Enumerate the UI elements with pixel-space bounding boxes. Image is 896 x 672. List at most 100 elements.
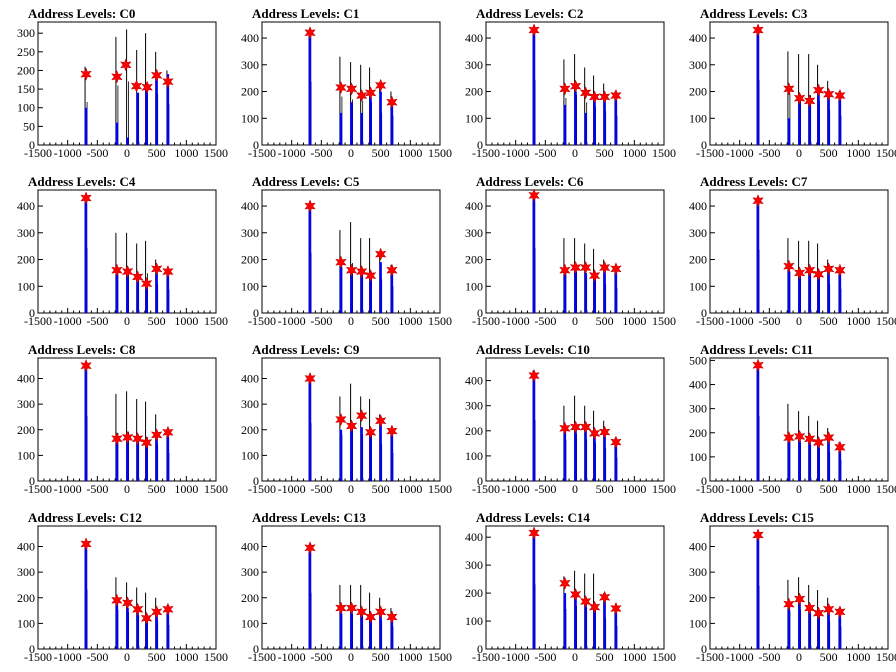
peak-marker (610, 262, 622, 276)
histogram-bar (115, 602, 119, 649)
x-tick-label: 500 (596, 650, 614, 664)
x-tick-label: -1500 (248, 482, 276, 496)
peak-marker (569, 420, 582, 434)
chart-svg: Address Levels: C8 0 100 200 300 400 -1500 -100… (17, 342, 228, 496)
x-tick-label: -500 (310, 314, 332, 328)
x-tick-label: -1500 (24, 650, 52, 664)
peak-marker (364, 610, 377, 624)
histogram-bar (166, 609, 170, 649)
x-tick-label: -500 (758, 314, 780, 328)
y-tick-label: 400 (465, 530, 483, 544)
chart-panel: Address Levels: C14 0 100 200 300 400 -1500 -10… (448, 504, 676, 672)
y-tick-label: 200 (241, 423, 259, 437)
histogram-bar (532, 375, 536, 481)
x-tick-label: 1000 (398, 314, 422, 328)
peak-marker (834, 440, 846, 454)
y-tick-label: 0 (477, 474, 483, 488)
y-tick-label: 200 (17, 63, 35, 77)
y-tick-label: 400 (241, 540, 259, 554)
chart-panel: Address Levels: C0 0 50 100 150 200 250 300 -150… (0, 0, 228, 168)
y-tick-label: 100 (241, 616, 259, 630)
chart-title: Address Levels: C15 (700, 510, 814, 525)
histogram-bar (115, 272, 119, 313)
histogram-bar (155, 610, 158, 649)
peak-marker (374, 414, 387, 428)
peak-marker (304, 26, 316, 40)
chart-svg: Address Levels: C15 0 100 200 300 400 -1500 -10… (689, 510, 896, 664)
peak-marker (752, 528, 764, 542)
histogram-bar (155, 434, 158, 481)
x-tick-label: 1000 (622, 146, 646, 160)
histogram-bar (339, 610, 343, 649)
x-tick-label: -1500 (696, 314, 724, 328)
x-tick-label: 500 (596, 482, 614, 496)
y-tick-label: 200 (689, 591, 707, 605)
x-tick-label: -500 (758, 146, 780, 160)
chart-svg: Address Levels: C4 0 100 200 300 400 -1500 -100… (17, 174, 228, 328)
x-tick-label: -1500 (24, 146, 52, 160)
x-tick-label: -1500 (472, 314, 500, 328)
x-tick-label: -1000 (54, 650, 82, 664)
peak-marker (374, 78, 387, 93)
histogram-bar (563, 104, 567, 145)
histogram-bar (787, 118, 791, 145)
x-tick-label: -1000 (54, 146, 82, 160)
peak-marker (140, 276, 153, 291)
peak-marker (386, 424, 398, 438)
peak-marker (752, 194, 764, 208)
histogram-bar (787, 440, 791, 481)
chart-title: Address Levels: C6 (476, 174, 584, 189)
chart-title: Address Levels: C7 (700, 174, 808, 189)
peak-marker (598, 90, 611, 104)
y-tick-label: 100 (17, 448, 35, 462)
histogram-bar (563, 272, 567, 313)
x-tick-label: 0 (796, 314, 802, 328)
y-tick-label: 0 (253, 306, 259, 320)
peak-marker (588, 426, 601, 440)
peak-marker (793, 592, 806, 606)
peak-marker (374, 605, 387, 619)
histogram-bar (787, 605, 791, 649)
y-tick-label: 200 (689, 253, 707, 267)
peak-marker (812, 606, 825, 620)
chart-title: Address Levels: C4 (28, 174, 136, 189)
peak-marker (131, 270, 144, 284)
histogram-bar (115, 122, 119, 145)
x-tick-label: 1500 (428, 482, 452, 496)
y-tick-label: 300 (241, 226, 259, 240)
x-tick-label: 0 (348, 146, 354, 160)
x-tick-label: -1000 (726, 314, 754, 328)
histogram-bar (136, 278, 139, 313)
peak-marker (111, 593, 123, 607)
peak-marker (80, 537, 92, 551)
y-tick-label: 0 (29, 138, 35, 152)
x-tick-label: -500 (86, 146, 108, 160)
chart-svg: Address Levels: C12 0 100 200 300 400 -1500 -10… (17, 510, 228, 664)
y-tick-label: 100 (241, 111, 259, 125)
histogram-bar (614, 443, 618, 481)
histogram-bar (145, 283, 148, 313)
peak-marker (598, 260, 611, 275)
peak-marker (355, 264, 368, 279)
chart-panel: Address Levels: C6 0 100 200 300 400 -1500 -100… (448, 168, 676, 336)
x-tick-label: 1500 (652, 314, 676, 328)
chart-panel: Address Levels: C9 0 100 200 300 400 -1500 -100… (224, 336, 452, 504)
x-tick-label: -1000 (502, 146, 530, 160)
y-tick-label: 0 (701, 138, 707, 152)
peak-marker (141, 80, 153, 94)
histogram-bar (817, 613, 820, 649)
x-tick-label: 1500 (876, 650, 896, 664)
chart-panel: Address Levels: C1 0 100 200 300 400 -1500 -100… (224, 0, 452, 168)
y-tick-label: 400 (17, 540, 35, 554)
histogram-bar (360, 112, 363, 145)
x-tick-label: 1000 (398, 482, 422, 496)
x-tick-label: 500 (820, 314, 838, 328)
peak-marker (335, 80, 347, 95)
x-tick-label: 500 (372, 482, 390, 496)
histogram-bar (798, 602, 801, 649)
y-tick-label: 200 (689, 85, 707, 99)
histogram-bar (145, 89, 148, 145)
x-tick-label: 1000 (622, 482, 646, 496)
x-tick-label: -1500 (248, 146, 276, 160)
